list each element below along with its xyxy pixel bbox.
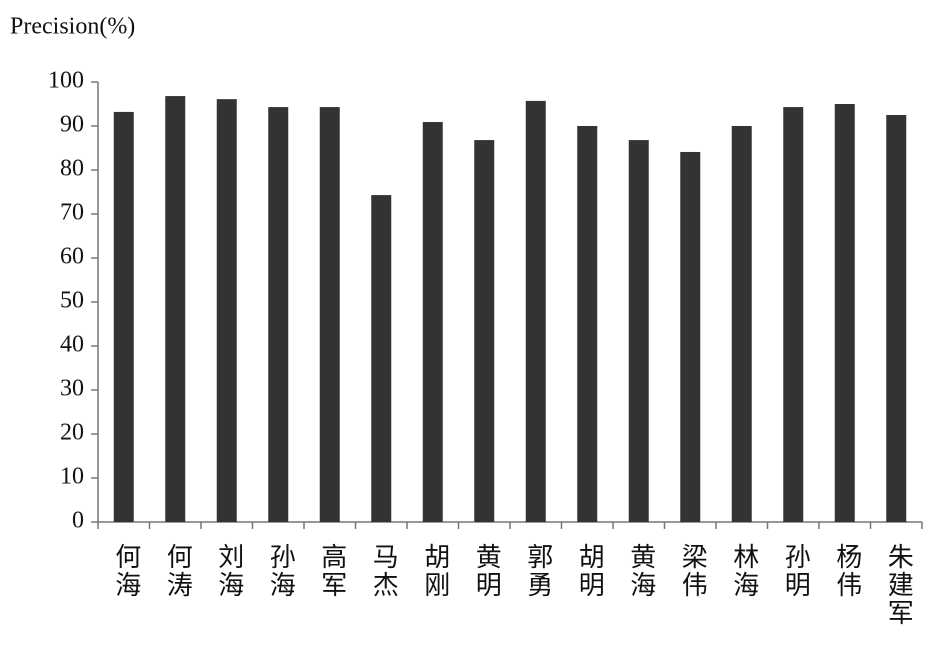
- y-tick-label: 20: [60, 420, 84, 446]
- y-tick-label: 30: [60, 376, 84, 402]
- x-tick-label: 胡明: [575, 543, 604, 599]
- y-tick-label: 0: [72, 508, 84, 534]
- bar: [731, 126, 752, 522]
- x-tick-label: 林海: [730, 543, 759, 599]
- bar: [783, 107, 804, 522]
- bar: [371, 195, 392, 522]
- x-tick-label: 胡刚: [421, 543, 450, 599]
- bar: [268, 107, 289, 522]
- bar: [834, 104, 855, 522]
- bar: [525, 100, 546, 523]
- bar: [680, 151, 701, 522]
- y-axis-label: Precision(%): [10, 14, 135, 40]
- bar: [216, 99, 237, 522]
- y-tick-label: 80: [60, 156, 84, 182]
- x-tick-label: 孙海: [266, 543, 295, 599]
- x-tick-label: 黄明: [472, 543, 501, 599]
- x-tick-label: 梁伟: [678, 543, 707, 599]
- bar: [165, 96, 186, 522]
- x-tick-label: 刘海: [215, 543, 244, 599]
- y-tick-label: 100: [48, 68, 84, 94]
- bar: [113, 111, 134, 523]
- x-tick-label: 何海: [112, 543, 141, 599]
- y-tick-label: 70: [60, 200, 84, 226]
- y-tick-label: 10: [60, 464, 84, 490]
- y-tick-label: 90: [60, 112, 84, 138]
- x-tick-label: 郭勇: [524, 543, 553, 599]
- x-tick-label: 杨伟: [833, 543, 862, 599]
- bar: [628, 140, 649, 522]
- y-tick-label: 40: [60, 332, 84, 358]
- bar: [577, 126, 598, 522]
- bar: [319, 107, 340, 522]
- x-tick-label: 黄海: [627, 543, 656, 599]
- x-tick-label: 马杰: [369, 543, 398, 599]
- y-tick-label: 50: [60, 288, 84, 314]
- bar: [474, 140, 495, 522]
- x-tick-label: 朱建军: [884, 543, 913, 627]
- bar: [422, 122, 443, 522]
- x-tick-label: 何涛: [163, 543, 192, 599]
- x-tick-label: 高军: [318, 543, 347, 599]
- x-tick-label: 孙明: [781, 543, 810, 599]
- y-tick-label: 60: [60, 244, 84, 270]
- bar: [886, 115, 907, 522]
